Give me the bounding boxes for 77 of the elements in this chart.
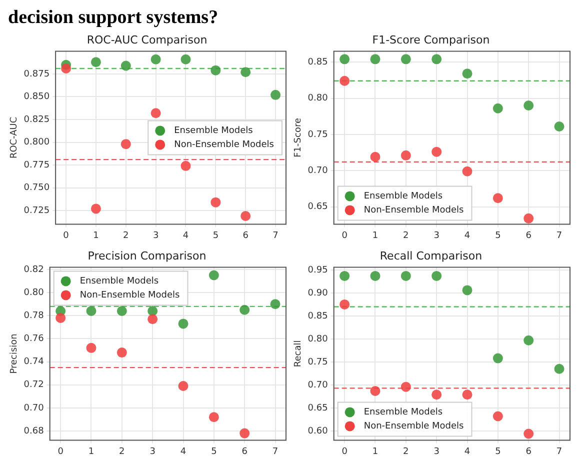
- y-axis-title: F1-Score: [294, 118, 304, 158]
- y-tick-label: 0.70: [24, 403, 44, 414]
- legend-label: Ensemble Models: [364, 192, 443, 202]
- legend-label: Non-Ensemble Models: [364, 422, 464, 432]
- x-tick-label: 1: [93, 230, 99, 241]
- x-tick-label: 5: [495, 446, 501, 457]
- x-tick-label: 6: [526, 446, 532, 457]
- y-tick-label: 0.60: [308, 426, 328, 436]
- y-tick-label: 0.850: [24, 92, 50, 102]
- x-tick-label: 0: [342, 446, 348, 457]
- chart-title: Recall Comparison: [380, 249, 482, 262]
- y-tick-label: 0.95: [308, 265, 328, 276]
- y-tick-label: 0.80: [308, 334, 328, 344]
- legend-label: Ensemble Models: [80, 276, 159, 287]
- x-tick-label: 1: [372, 446, 378, 457]
- y-tick-label: 0.80: [308, 94, 328, 104]
- chart-title: F1-Score Comparison: [372, 33, 490, 46]
- x-tick-label: 5: [495, 230, 501, 241]
- x-tick-label: 2: [403, 446, 409, 457]
- x-tick-label: 0: [63, 230, 70, 241]
- x-tick-label: 6: [242, 230, 249, 241]
- x-tick-label: 0: [342, 230, 348, 241]
- x-tick-label: 4: [182, 230, 189, 241]
- x-tick-label: 5: [211, 446, 217, 457]
- x-tick-label: 4: [180, 446, 186, 457]
- legend-label: Ensemble Models: [364, 408, 443, 418]
- x-tick-label: 2: [123, 230, 129, 241]
- y-tick-label: 0.800: [24, 138, 50, 148]
- y-tick-label: 0.750: [24, 183, 50, 194]
- x-tick-label: 3: [434, 230, 440, 241]
- x-tick-label: 2: [403, 230, 409, 241]
- x-tick-label: 3: [152, 230, 159, 241]
- x-tick-label: 2: [119, 446, 125, 457]
- y-tick-label: 0.875: [24, 69, 50, 80]
- y-axis-title: Recall: [294, 340, 304, 368]
- y-tick-label: 0.85: [308, 311, 328, 322]
- y-tick-label: 0.78: [24, 310, 44, 321]
- x-tick-label: 4: [464, 230, 470, 241]
- legend-label: Non-Ensemble Models: [364, 206, 464, 216]
- y-tick-label: 0.72: [24, 380, 44, 390]
- x-tick-label: 0: [58, 446, 64, 457]
- y-tick-label: 0.68: [24, 426, 44, 436]
- x-tick-label: 1: [372, 230, 378, 241]
- x-tick-label: 7: [272, 230, 278, 241]
- y-tick-label: 0.76: [24, 334, 44, 344]
- y-tick-label: 0.75: [308, 357, 328, 368]
- text: decision support systems?: [8, 7, 220, 28]
- x-tick-label: 1: [88, 446, 94, 457]
- x-tick-label: 7: [272, 446, 278, 457]
- y-axis-title: ROC-AUC: [10, 116, 20, 159]
- x-tick-label: 4: [464, 446, 470, 457]
- y-tick-label: 0.90: [308, 288, 328, 298]
- y-tick-label: 0.74: [24, 357, 44, 368]
- x-tick-label: 6: [242, 446, 248, 457]
- y-tick-label: 0.70: [308, 166, 328, 176]
- y-axis-title: Precision: [10, 334, 20, 374]
- y-tick-label: 0.825: [24, 114, 50, 125]
- y-tick-label: 0.65: [308, 403, 328, 414]
- y-tick-label: 0.75: [308, 130, 328, 140]
- legend-label: Ensemble Models: [174, 126, 254, 136]
- y-tick-label: 0.85: [308, 57, 328, 68]
- x-tick-label: 5: [212, 230, 219, 241]
- x-tick-label: 6: [526, 230, 532, 241]
- y-tick-label: 0.775: [24, 160, 50, 170]
- y-tick-label: 0.70: [308, 380, 328, 390]
- y-tick-label: 0.725: [24, 206, 50, 216]
- y-tick-label: 0.82: [24, 264, 44, 275]
- x-tick-label: 3: [434, 446, 440, 457]
- legend-label: Non-Ensemble Models: [80, 290, 180, 301]
- x-tick-label: 7: [556, 230, 562, 241]
- x-tick-label: 3: [150, 446, 156, 457]
- legend-label: Non-Ensemble Models: [174, 140, 274, 150]
- chart-title: ROC-AUC Comparison: [86, 33, 208, 46]
- y-tick-label: 0.80: [24, 288, 44, 298]
- chart-title: Precision Comparison: [88, 249, 206, 262]
- x-tick-label: 7: [556, 446, 562, 457]
- y-tick-label: 0.65: [308, 202, 328, 212]
